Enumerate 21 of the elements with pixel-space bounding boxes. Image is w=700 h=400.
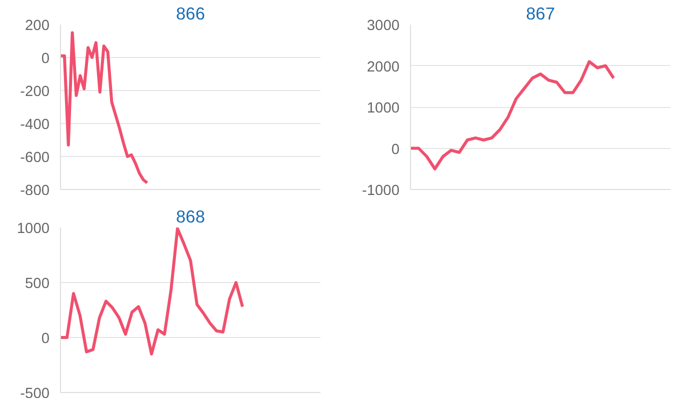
chart-title: 868 [176, 206, 205, 226]
y-tick-label: 0 [41, 51, 50, 67]
line-series [60, 228, 244, 356]
chart-title: 867 [526, 4, 555, 24]
y-tick-label: -600 [20, 150, 50, 166]
y-tick-label: 3000 [366, 18, 400, 34]
y-tick-label: -1000 [362, 183, 400, 199]
y-tick-label: -200 [20, 84, 50, 100]
y-tick-label: 0 [391, 142, 400, 158]
y-tick-label: -400 [20, 117, 50, 133]
chart-title: 866 [176, 4, 205, 24]
y-tick-label: 1000 [16, 221, 50, 237]
line-series [60, 31, 149, 184]
y-tick-label: 2000 [366, 59, 400, 76]
y-tick-label: 200 [25, 18, 50, 34]
y-tick-label: -500 [20, 386, 50, 400]
y-tick-label: 1000 [366, 100, 400, 116]
y-tick-label: 0 [41, 331, 50, 347]
line-series [410, 60, 616, 170]
y-tick-label: 500 [25, 276, 50, 292]
y-tick-label: -800 [20, 183, 50, 199]
